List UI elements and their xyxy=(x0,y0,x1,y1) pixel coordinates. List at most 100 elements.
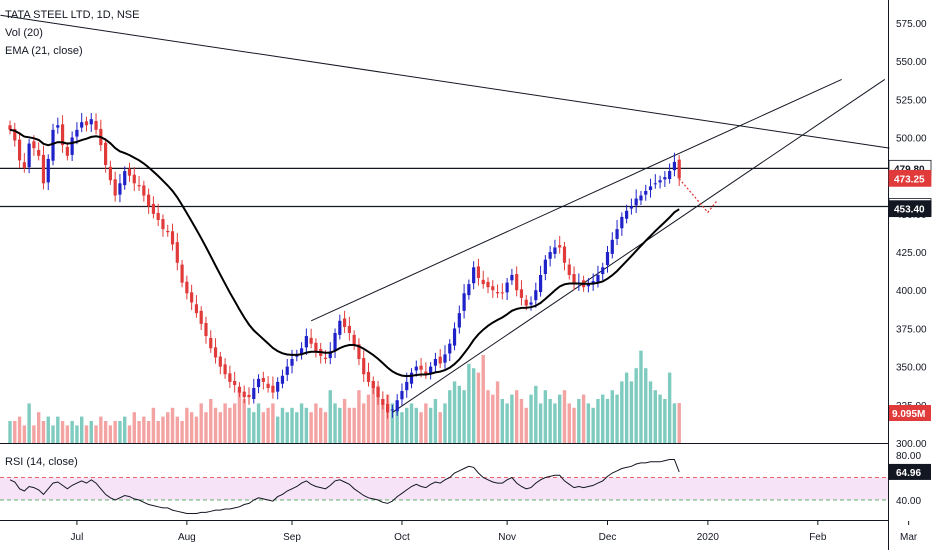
candle-body xyxy=(328,351,332,359)
volume-bar xyxy=(80,416,84,443)
volume-bar xyxy=(137,421,141,443)
candle-body xyxy=(70,137,74,155)
candle-body xyxy=(491,286,495,291)
candle-body xyxy=(386,403,390,413)
volume-bar xyxy=(644,368,648,443)
candle-body xyxy=(218,356,222,367)
candle-body xyxy=(190,292,194,303)
candle-body xyxy=(567,264,571,275)
volume-bar xyxy=(471,368,476,443)
volume-bar xyxy=(352,407,356,443)
price-tick-label: 375.00 xyxy=(896,324,927,335)
candle-body xyxy=(472,267,476,284)
volume-bar xyxy=(275,416,280,443)
candle-body xyxy=(256,378,261,388)
candle-body xyxy=(371,380,375,389)
volume-bar xyxy=(667,372,672,443)
candle-body xyxy=(639,195,643,201)
candle-body xyxy=(443,354,447,363)
candle-body xyxy=(333,333,337,351)
candle-body xyxy=(620,216,624,229)
volume-bar xyxy=(266,407,270,443)
price-tick-label: 550.00 xyxy=(896,57,927,68)
volume-bar xyxy=(629,381,634,443)
volume-bar xyxy=(180,421,184,443)
candle-body xyxy=(113,179,117,196)
candle-body xyxy=(419,365,423,370)
volume-bar xyxy=(615,394,619,443)
volume-bar xyxy=(448,390,452,443)
candle-body xyxy=(237,386,242,393)
candle-body xyxy=(500,292,504,294)
volume-bar xyxy=(146,421,151,443)
candle-body xyxy=(596,274,600,283)
rsi-tick-label: 40.00 xyxy=(896,496,921,507)
symbol-legend[interactable]: TATA STEEL LTD, 1D, NSE xyxy=(5,9,140,21)
time-tick-label: Sep xyxy=(283,532,301,543)
price-tick-label: 525.00 xyxy=(896,95,927,106)
rising-wedge-lower-line xyxy=(392,79,886,413)
candle-body xyxy=(529,302,533,305)
volume-bars xyxy=(8,350,681,443)
time-tick-label: Feb xyxy=(809,532,827,543)
volume-bar xyxy=(381,399,385,443)
volume-bar xyxy=(634,368,638,443)
volume-bar xyxy=(242,399,246,443)
volume-bar xyxy=(596,399,600,443)
candle-body xyxy=(290,358,294,366)
candle-body xyxy=(591,281,595,284)
candle-body xyxy=(323,357,328,359)
volume-bar xyxy=(32,425,36,443)
volume-bar xyxy=(189,412,194,443)
volume-bar xyxy=(237,390,242,443)
candle-body xyxy=(180,264,184,283)
candle-body xyxy=(663,177,667,180)
candle-body xyxy=(213,347,218,358)
volume-bar xyxy=(419,412,423,443)
ema-legend[interactable]: EMA (21, close) xyxy=(5,45,83,57)
candle-body xyxy=(242,391,246,398)
volume-bar xyxy=(562,390,567,443)
volume-bar xyxy=(362,403,366,443)
volume-bar xyxy=(151,407,156,443)
volume-bar xyxy=(486,390,490,443)
volume-bar xyxy=(299,403,304,443)
rsi-legend[interactable]: RSI (14, close) xyxy=(5,456,78,468)
candle-body xyxy=(60,124,65,146)
volume-bar xyxy=(476,372,481,443)
volume-bar xyxy=(89,421,93,443)
candle-body xyxy=(543,259,547,275)
candle-body xyxy=(481,279,485,285)
volume-legend[interactable]: Vol (20) xyxy=(5,27,43,39)
candle-body xyxy=(433,358,438,366)
candle-body xyxy=(452,328,457,346)
candle-body xyxy=(510,274,514,281)
candle-body xyxy=(515,274,519,291)
volume-bar xyxy=(314,403,318,443)
candle-body xyxy=(424,371,428,375)
candlesticks xyxy=(8,113,681,419)
candle-body xyxy=(185,281,189,294)
candle-body xyxy=(75,129,79,137)
candle-body xyxy=(448,343,452,354)
volume-bar xyxy=(371,381,375,443)
candle-body xyxy=(381,399,385,405)
volume-bar xyxy=(333,403,337,443)
candle-body xyxy=(495,292,500,294)
volume-bar xyxy=(209,399,213,443)
candle-body xyxy=(668,171,672,180)
candle-body xyxy=(51,129,55,161)
volume-bar xyxy=(123,416,127,443)
volume-bar xyxy=(36,412,41,443)
candle-body xyxy=(37,150,41,156)
price-axis: 575.00550.00525.00500.00450.00425.00400.… xyxy=(888,19,932,507)
candle-body xyxy=(429,366,433,374)
rising-wedge-upper-line xyxy=(310,78,842,322)
candle-body xyxy=(261,377,265,382)
time-axis: Jul Aug Sep Oct Nov Dec 2020 Feb Mar xyxy=(71,521,918,543)
volume-bar xyxy=(328,390,332,443)
volume-bar xyxy=(677,402,681,443)
volume-bar xyxy=(228,407,232,443)
